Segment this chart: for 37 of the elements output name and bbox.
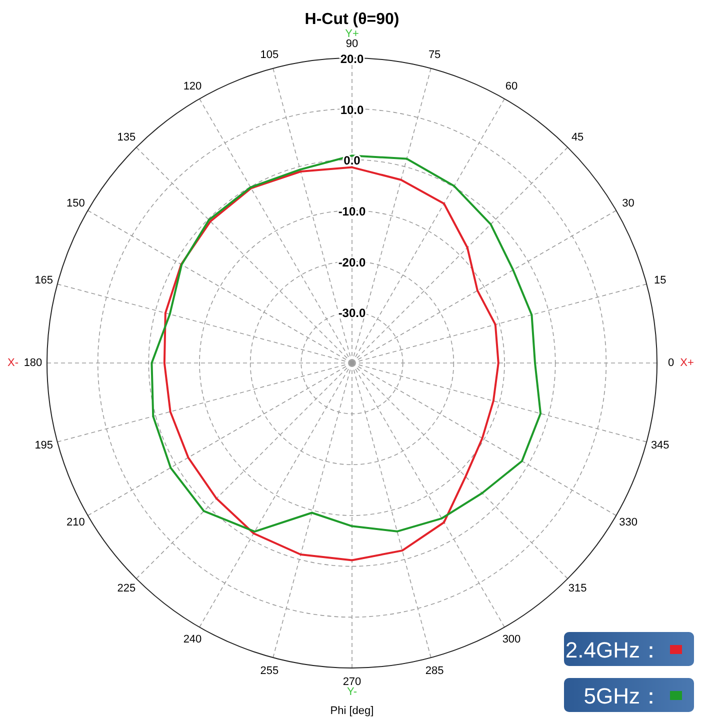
spoke-label: 270	[342, 676, 362, 688]
spoke-label: 255	[260, 665, 279, 678]
legend-label: 2.4GHz：	[565, 638, 662, 662]
y-tick-label: -30.0	[338, 306, 366, 320]
spoke-label: 315	[568, 582, 587, 595]
text: X+	[680, 357, 694, 369]
legend-label: 5GHz：	[584, 684, 662, 708]
spoke-label: 285	[425, 665, 444, 678]
spoke-label: 135	[117, 131, 136, 144]
chart-title: H-Cut (θ=90)	[304, 11, 400, 28]
spoke-label: 0	[668, 357, 674, 369]
spoke-label: 150	[66, 198, 85, 210]
spoke-label: 120	[183, 80, 202, 93]
spoke-label: 240	[183, 633, 202, 646]
spoke-label: 300	[502, 633, 521, 646]
text: Phi [deg]	[330, 705, 374, 717]
spoke-label: 195	[34, 440, 54, 452]
spoke-label: 165	[34, 274, 54, 286]
spoke-label: 105	[260, 48, 279, 61]
spoke-label: 30	[622, 198, 634, 210]
spoke-label: 90	[346, 38, 358, 50]
y-tick-label: 10.0	[340, 102, 364, 117]
spoke-label: 345	[650, 440, 670, 452]
spoke-label: 225	[117, 582, 136, 595]
y-tick-label: -20.0	[338, 255, 366, 270]
y-tick-label: 0.0	[344, 154, 361, 168]
text: Y-	[347, 686, 358, 698]
spoke-label: 15	[654, 274, 666, 286]
spoke-label: 75	[428, 48, 441, 61]
spoke-label: 210	[66, 516, 85, 528]
spoke-label: 60	[505, 80, 518, 93]
spoke-label: 330	[619, 516, 638, 528]
spoke-label: 180	[24, 357, 42, 369]
text: X-	[8, 357, 19, 369]
text: Y+	[345, 28, 359, 40]
y-tick-label: -10.0	[338, 204, 366, 218]
spoke-label: 45	[571, 131, 584, 144]
